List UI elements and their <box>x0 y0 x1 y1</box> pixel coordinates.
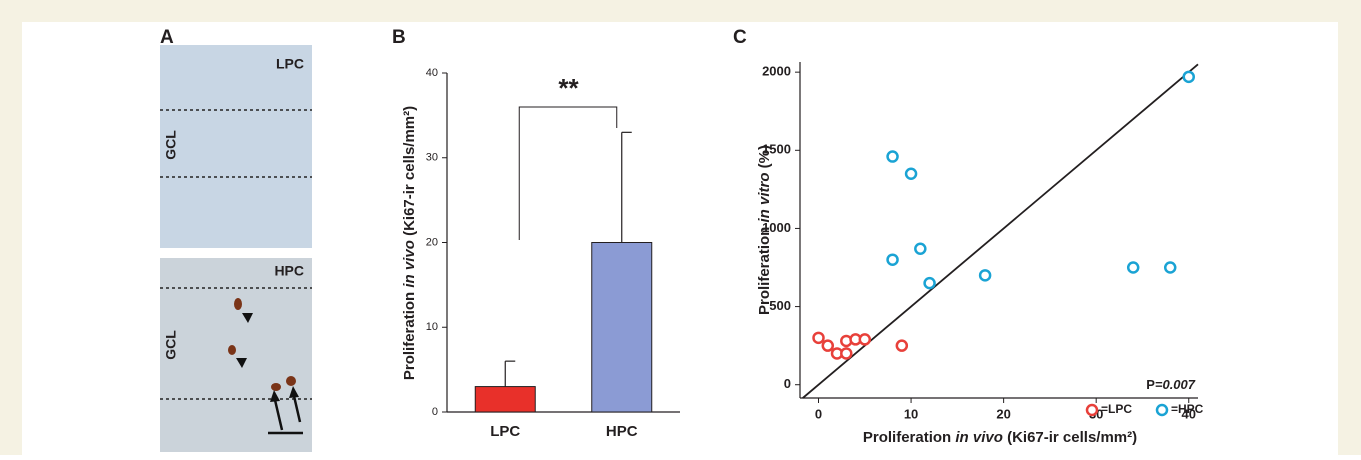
panel-label: B <box>392 27 406 48</box>
legend-label: =LPC <box>1101 402 1132 416</box>
point <box>915 244 925 254</box>
stained-cell <box>286 376 296 386</box>
stained-cell <box>234 298 242 310</box>
legend-marker <box>1087 405 1097 415</box>
y-axis-label-part: (Ki67-ir cells/mm²) <box>401 106 418 240</box>
x-tick-label: 10 <box>904 406 918 421</box>
layer-label: GCL <box>163 130 179 160</box>
bar <box>475 387 535 412</box>
group-label: LPC <box>276 56 304 72</box>
panel-label: C <box>733 27 747 48</box>
figure: A LPC HPC GCL GCL B 0 10 20 30 40 Proliferatio… <box>0 0 1361 455</box>
y-tick-label: 10 <box>426 321 438 333</box>
point <box>980 270 990 280</box>
x-axis-label-part: in vivo <box>955 429 1003 446</box>
x-tick-label: HPC <box>606 423 638 440</box>
point <box>888 152 898 162</box>
y-axis-label-part: in vivo <box>401 240 418 288</box>
y-axis-label-part: Proliferation <box>756 223 773 316</box>
x-axis-label: Proliferation in vivo (Ki67-ir cells/mm²… <box>863 429 1137 446</box>
point <box>841 348 851 358</box>
p-value-part: =0.007 <box>1155 377 1196 392</box>
x-tick-label: LPC <box>490 423 520 440</box>
x-axis-label-part: (Ki67-ir cells/mm²) <box>1003 429 1137 446</box>
y-tick-label: 0 <box>784 376 791 391</box>
legend-marker <box>1157 405 1167 415</box>
layer-label: GCL <box>163 330 179 360</box>
bar <box>592 243 652 413</box>
y-tick-label: 40 <box>426 67 438 79</box>
micrograph-bottom <box>160 258 312 452</box>
legend-label: =HPC <box>1171 402 1204 416</box>
significance-label: ** <box>558 73 579 103</box>
y-tick-label: 20 <box>426 236 438 248</box>
point <box>925 278 935 288</box>
stained-cell <box>271 383 281 391</box>
y-tick-label: 0 <box>432 406 438 418</box>
point <box>814 333 824 343</box>
point <box>1184 72 1194 82</box>
y-axis-label-part: Proliferation <box>401 288 418 381</box>
point <box>823 341 833 351</box>
point <box>897 341 907 351</box>
y-axis-label: Proliferation in vitro (%) <box>756 145 773 315</box>
panel-label: A <box>160 27 174 48</box>
y-tick-label: 2000 <box>762 64 791 79</box>
p-value: P=0.007 <box>1146 377 1196 392</box>
group-label: HPC <box>274 263 304 279</box>
point <box>906 169 916 179</box>
y-axis-label-part: in vitro <box>756 172 773 222</box>
page: {"image_panel": {"label": "A", "top_labe… <box>0 0 1361 455</box>
stained-cell <box>228 345 236 355</box>
micrograph-top <box>160 45 312 248</box>
y-axis-label-part: (%) <box>756 145 773 173</box>
point <box>1128 263 1138 273</box>
point <box>888 255 898 265</box>
y-axis-label: Proliferation in vivo (Ki67-ir cells/mm²… <box>401 106 418 380</box>
x-axis-label-part: Proliferation <box>863 429 956 446</box>
x-tick-label: 20 <box>996 406 1010 421</box>
x-tick-label: 0 <box>815 406 822 421</box>
point <box>1165 263 1175 273</box>
y-tick-label: 30 <box>426 152 438 164</box>
point <box>860 334 870 344</box>
p-value-part: P <box>1146 377 1155 392</box>
